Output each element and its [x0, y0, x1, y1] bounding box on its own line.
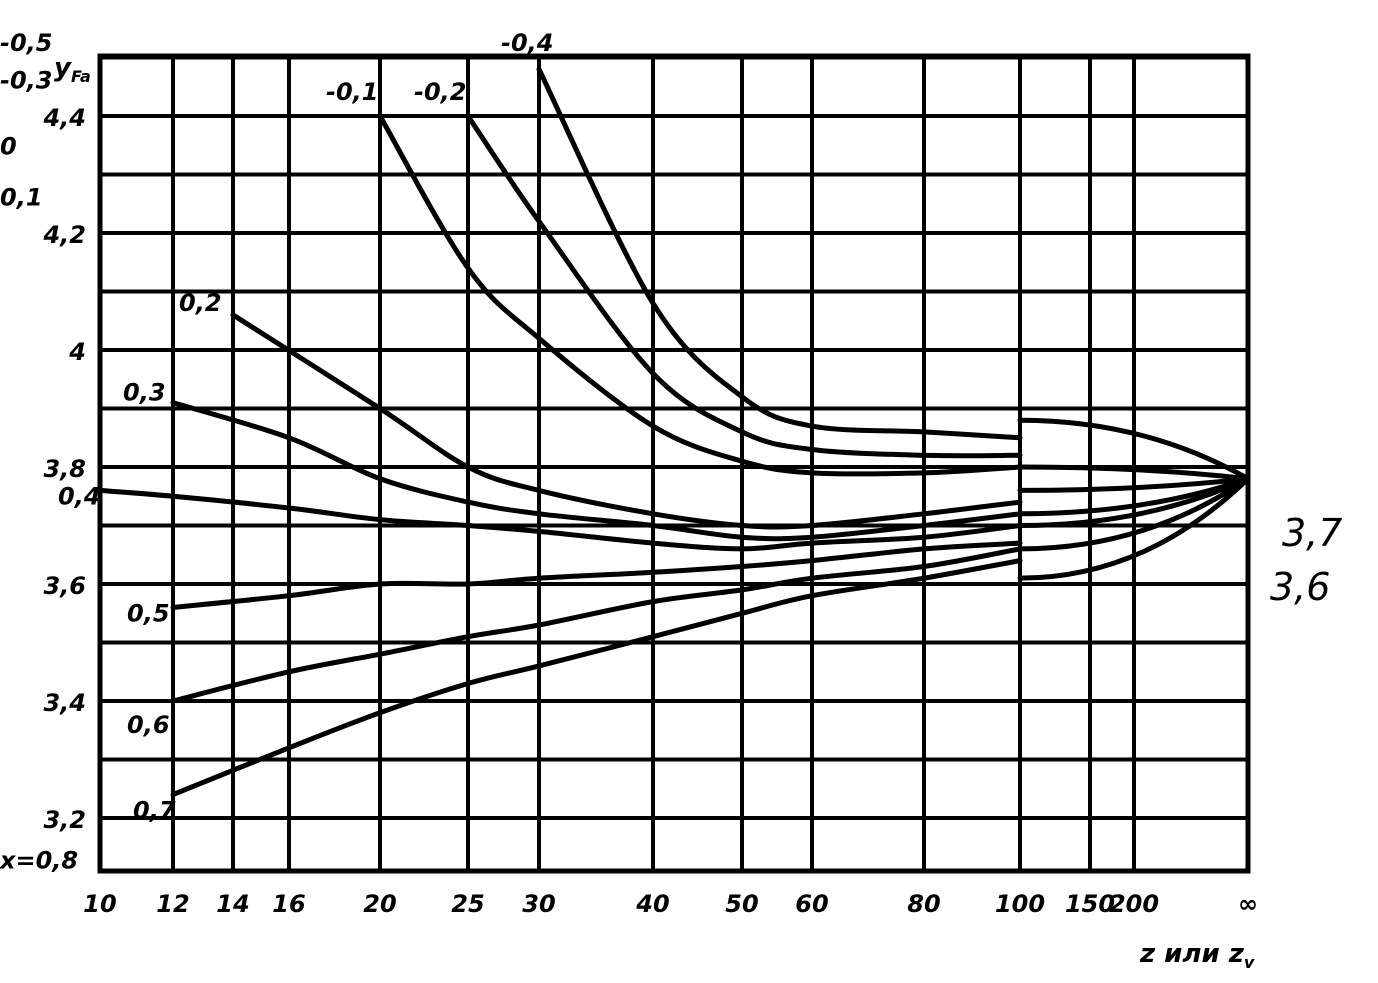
side-label-3-6: 3,6	[1270, 565, 1330, 609]
y-tick-3: 3,6	[43, 572, 86, 600]
x-tick-6: 25	[451, 890, 484, 918]
curve-label-1: -0,5	[0, 29, 52, 57]
y-tick-labels: 3,2 3,4 3,6 3,8 4 4,2 4,4	[42, 104, 86, 834]
x-tick-7: 30	[522, 890, 555, 918]
curve-series-2	[536, 66, 1023, 441]
vertical-grid-lines	[171, 56, 1136, 871]
curve-label-5: -0,1	[326, 78, 378, 106]
x-tick-3: 14	[216, 890, 249, 918]
x-tick-10: 60	[795, 890, 828, 918]
curve-series-8	[230, 312, 1023, 530]
x-tick-1: 10	[83, 890, 116, 918]
x-tick-12: 100	[995, 890, 1045, 918]
y-tick-6: 4,2	[42, 221, 86, 249]
curve-label-13: 0,7	[133, 797, 176, 825]
curve-label-4: -0,2	[414, 78, 466, 106]
merge-line-6	[1017, 476, 1251, 552]
side-label-3-7: 3,7	[1282, 511, 1342, 555]
curve-label-10: 0,4	[58, 482, 101, 510]
y-tick-4: 3,8	[43, 455, 86, 483]
y-tick-5: 4	[68, 338, 86, 366]
merge-line-7	[1017, 476, 1251, 581]
y-axis-label-sub: Fa	[71, 67, 91, 86]
merge-line-4	[1017, 476, 1251, 517]
x-tick-2: 12	[156, 890, 189, 918]
curve-series-11	[170, 540, 1023, 610]
curve-labels: -0,5 -0,4 -0,3 -0,2 -0,1 0 0,1 0,2 0,3 0,4 0,5 0,6 0…	[0, 29, 553, 874]
curve-label-2: -0,4	[501, 29, 553, 57]
curve-series-9	[170, 400, 1023, 542]
x-tick-9: 50	[725, 890, 758, 918]
curve-series-10	[97, 487, 1023, 552]
curve-series-13	[170, 558, 1023, 798]
x-tick-4: 16	[272, 890, 305, 918]
curve-label-8: 0,2	[179, 289, 222, 317]
y-tick-1: 3,2	[43, 806, 86, 834]
curve-series-12	[170, 546, 1023, 704]
x-tick-15: ∞	[1238, 890, 1258, 918]
curve-label-3: -0,3	[0, 66, 52, 94]
curve-label-11: 0,5	[127, 599, 170, 627]
curves	[97, 66, 1251, 798]
curve-label-7: 0,1	[0, 183, 43, 211]
plot-frame	[97, 53, 1251, 874]
y-axis-label: yFa	[54, 53, 91, 86]
y-axis-label-main: y	[54, 53, 72, 83]
x-tick-8: 40	[635, 890, 669, 918]
curve-label-9: 0,3	[123, 379, 166, 407]
x-axis-label-sub: v	[1244, 953, 1255, 972]
merge-line-5	[1017, 476, 1251, 528]
merge-line-2	[1017, 464, 1251, 482]
x-axis-label: z или zv	[1139, 939, 1255, 972]
curve-label-14: x=0,8	[0, 847, 78, 875]
y-tick-7: 4,4	[42, 104, 86, 132]
x-tick-5: 20	[363, 890, 396, 918]
merge-line-1	[1017, 417, 1251, 482]
x-axis-label-main: z или z	[1139, 939, 1245, 969]
y-tick-2: 3,4	[43, 689, 86, 717]
curve-series-5	[377, 113, 1023, 477]
x-tick-11: 80	[907, 890, 940, 918]
merge-line-3	[1017, 476, 1251, 493]
curve-label-12: 0,6	[127, 711, 170, 739]
curve-series-4	[465, 113, 1023, 459]
curve-label-6: 0	[0, 133, 17, 161]
x-tick-13: 150	[1065, 890, 1115, 918]
x-tick-14: 200	[1109, 890, 1159, 918]
